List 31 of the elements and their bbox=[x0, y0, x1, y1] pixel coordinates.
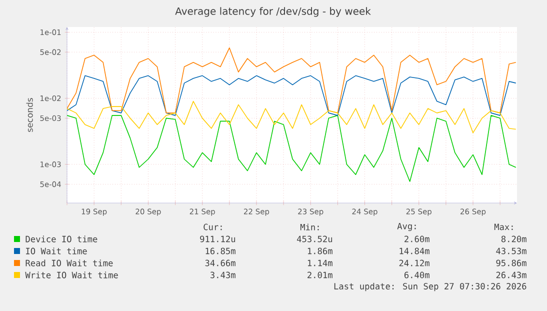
line-series bbox=[67, 100, 516, 134]
text: Last update: Sun Sep 27 07:30:26 2026 bbox=[334, 282, 526, 292]
text: 2.01m bbox=[308, 272, 332, 278]
legend-label: IO Wait time bbox=[26, 248, 87, 254]
text: 43.53m bbox=[496, 248, 526, 254]
line-series bbox=[67, 75, 516, 116]
text: 911.12u bbox=[200, 236, 236, 242]
text: 16.85m bbox=[206, 248, 236, 254]
chart-title: Average latency for /dev/sdg - by week bbox=[175, 7, 371, 17]
text: 453.52u bbox=[296, 236, 332, 242]
text: 3.43m bbox=[210, 272, 236, 278]
line-series bbox=[67, 47, 516, 114]
text: Cur: bbox=[204, 224, 222, 230]
text: 1.86m bbox=[308, 248, 332, 254]
text: 34.66m bbox=[205, 260, 236, 266]
text: 24.12m bbox=[399, 260, 430, 266]
text: 2.60m bbox=[404, 236, 430, 242]
text: 26.43m bbox=[496, 272, 526, 278]
text: 6.40m bbox=[404, 272, 430, 278]
legend-label: Write IO Wait time bbox=[25, 272, 118, 278]
text: Max: bbox=[494, 224, 513, 230]
text: 8.20m bbox=[501, 236, 526, 242]
legend-label: Device IO time bbox=[26, 236, 98, 242]
legend-label: Read IO Wait time bbox=[26, 260, 113, 266]
text: Avg: bbox=[397, 222, 416, 232]
text: 14.84m bbox=[400, 248, 430, 254]
text: 95.86m bbox=[496, 260, 526, 266]
text: Min: bbox=[300, 224, 319, 230]
line-series bbox=[67, 115, 516, 182]
text: 1.14m bbox=[308, 260, 332, 266]
y-axis-title: seconds bbox=[26, 98, 33, 132]
